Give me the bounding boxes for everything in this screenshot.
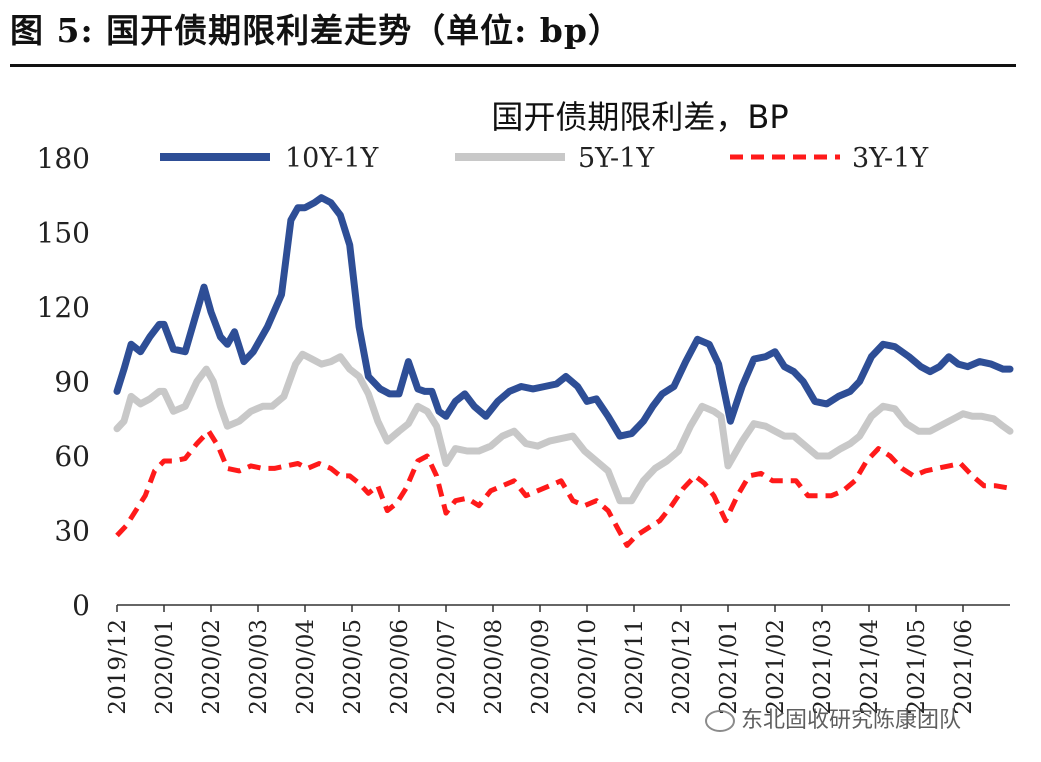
x-tick-label: 2019/12 xyxy=(105,619,131,715)
legend: 10Y-1Y 5Y-1Y 3Y-1Y xyxy=(160,143,929,174)
x-tick-label: 2021/03 xyxy=(810,619,836,715)
x-tick-label: 2021/06 xyxy=(951,619,977,715)
x-tick-label: 2021/02 xyxy=(763,619,789,715)
x-tick-label: 2020/01 xyxy=(152,619,178,715)
x-tick-label: 2020/07 xyxy=(434,619,460,715)
figure-title: 图 5: 国开债期限利差走势（单位: bp） xyxy=(10,11,622,50)
x-tick-label: 2020/06 xyxy=(387,619,413,715)
x-tick-label: 2021/01 xyxy=(716,619,742,715)
chart-title: 国开债期限利差，BP xyxy=(491,98,788,136)
series-line-5y-1y xyxy=(113,350,1014,505)
y-tick-label: 90 xyxy=(54,366,90,399)
wechat-icon xyxy=(705,710,735,732)
x-tick-label: 2020/04 xyxy=(293,619,319,715)
y-tick-label: 30 xyxy=(54,515,90,548)
watermark-text: 东北固收研究陈康团队 xyxy=(741,708,962,733)
y-tick-label: 150 xyxy=(37,217,90,250)
x-tick-label: 2020/12 xyxy=(669,619,695,715)
x-tick-label: 2020/11 xyxy=(622,619,648,715)
x-tick-label: 2020/02 xyxy=(199,619,225,715)
x-tick-label: 2020/03 xyxy=(246,619,272,715)
x-tick-label: 2020/09 xyxy=(528,619,554,715)
x-tick-label: 2020/10 xyxy=(575,619,601,715)
x-tick-label: 2021/04 xyxy=(857,619,883,715)
y-tick-label: 0 xyxy=(72,589,90,622)
title-rule xyxy=(10,64,1016,67)
series-layer xyxy=(113,194,1014,548)
watermark: 东北固收研究陈康团队 xyxy=(705,702,961,734)
axes: 0 30 60 90 120 150 180 2019/12 2020/01 2020/02 202… xyxy=(37,142,1010,715)
legend-label: 10Y-1Y xyxy=(285,143,380,174)
legend-label: 3Y-1Y xyxy=(852,143,929,174)
y-tick-label: 120 xyxy=(37,291,90,324)
series-line-10y-1y xyxy=(113,194,1014,440)
series-line-3y-1y xyxy=(115,428,1011,548)
x-tick-label: 2020/08 xyxy=(481,619,507,715)
x-tick-label: 2020/05 xyxy=(340,619,366,715)
y-tick-label: 60 xyxy=(54,440,90,473)
x-tick-label: 2021/05 xyxy=(904,619,930,715)
legend-label: 5Y-1Y xyxy=(578,143,655,174)
y-tick-label: 180 xyxy=(37,142,90,175)
